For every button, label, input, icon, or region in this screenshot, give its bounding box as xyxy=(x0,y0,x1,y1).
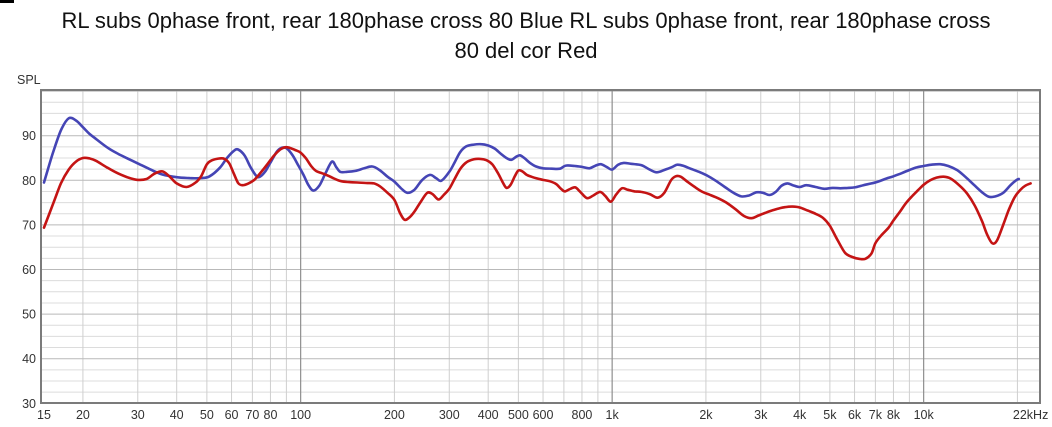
screen-corner-artifact xyxy=(0,0,14,3)
x-tick-label: 80 xyxy=(264,408,278,422)
x-tick-label: 15 xyxy=(37,408,51,422)
x-tick-label: 300 xyxy=(439,408,460,422)
y-tick-labels: 90 80 70 60 50 40 30 xyxy=(22,129,36,411)
y-axis-title: SPL xyxy=(17,73,41,87)
x-tick-label: 500 xyxy=(508,408,529,422)
red-series-line xyxy=(42,145,1032,261)
x-tick-label: 6k xyxy=(848,408,862,422)
plot-border xyxy=(40,89,1041,404)
x-tick-label: 7k xyxy=(869,408,883,422)
y-tick-label: 60 xyxy=(22,263,36,277)
major-gridlines xyxy=(41,90,1040,404)
y-tick-label: 50 xyxy=(22,308,36,322)
x-tick-label: 600 xyxy=(533,408,554,422)
y-tick-label: 30 xyxy=(22,397,36,411)
chart-title: RL subs 0phase front, rear 180phase cros… xyxy=(0,6,1052,66)
x-tick-label: 3k xyxy=(754,408,768,422)
x-tick-label: 400 xyxy=(478,408,499,422)
chart-title-line2: 80 del cor Red xyxy=(454,38,598,63)
x-tick-label: 800 xyxy=(572,408,593,422)
y-tick-label: 40 xyxy=(22,352,36,366)
x-tick-label: 100 xyxy=(290,408,311,422)
x-tick-label: 2k xyxy=(699,408,713,422)
y-tick-label: 90 xyxy=(22,129,36,143)
x-tick-label: 40 xyxy=(170,408,184,422)
x-tick-label: 200 xyxy=(384,408,405,422)
x-tick-label: 60 xyxy=(225,408,239,422)
x-tick-labels: 15 20 30 40 50 60 70 80 100 200 300 400 500 600 800 1k 2… xyxy=(37,408,1048,422)
x-tick-label: 8k xyxy=(887,408,901,422)
x-tick-label: 30 xyxy=(131,408,145,422)
x-tick-label: 4k xyxy=(793,408,807,422)
x-tick-label: 5k xyxy=(823,408,837,422)
minor-gridlines xyxy=(41,90,1040,403)
blue-series-line xyxy=(42,116,1021,199)
x-tick-label: 1k xyxy=(606,408,620,422)
y-tick-label: 70 xyxy=(22,218,36,232)
y-tick-label: 80 xyxy=(22,174,36,188)
x-tick-label: 20 xyxy=(76,408,90,422)
x-tick-label: 10k xyxy=(914,408,935,422)
chart-title-line1: RL subs 0phase front, rear 180phase cros… xyxy=(61,8,991,33)
x-tick-label: 22kHz xyxy=(1013,408,1048,422)
x-tick-label: 70 xyxy=(245,408,259,422)
x-tick-label: 50 xyxy=(200,408,214,422)
